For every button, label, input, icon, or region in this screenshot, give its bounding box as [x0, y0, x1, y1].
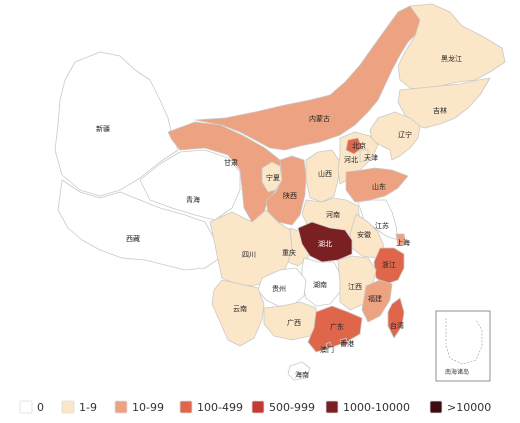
legend-swatch[interactable] [251, 400, 265, 414]
label-tianjin: 天津 [364, 154, 378, 162]
label-liaoning: 辽宁 [398, 130, 412, 139]
label-henan: 河南 [326, 210, 340, 219]
inset-frame [435, 310, 491, 382]
label-jiangxi: 江西 [348, 283, 362, 291]
region-beijing[interactable] [345, 137, 363, 155]
region-fujian[interactable] [361, 279, 393, 323]
legend-swatch[interactable] [61, 400, 75, 414]
label-yunnan: 云南 [233, 304, 247, 313]
region-xianggang[interactable] [339, 337, 349, 347]
label-hubei: 湖北 [318, 239, 332, 248]
legend-swatch[interactable] [429, 400, 443, 414]
label-ningxia: 宁夏 [266, 173, 280, 182]
legend: 0 1-9 10-99 100-499 500-999 1000-10000 >10000 [19, 400, 491, 414]
legend-label: 500-999 [269, 401, 315, 414]
label-heilongjiang: 黑龙江 [441, 54, 462, 63]
region-ningxia[interactable] [261, 161, 283, 193]
region-neimenggu[interactable] [194, 5, 421, 151]
legend-label: >10000 [447, 401, 491, 414]
region-taiwan[interactable] [387, 297, 405, 339]
legend-label: 1-9 [79, 401, 97, 414]
region-hubei[interactable] [297, 221, 353, 263]
label-shanghai: 上海 [396, 238, 410, 247]
label-jilin: 吉林 [433, 106, 447, 115]
label-hunan: 湖南 [313, 280, 327, 289]
label-sichuan: 四川 [242, 251, 256, 259]
label-hainan: 海南 [295, 370, 309, 379]
region-aomen[interactable] [325, 341, 333, 349]
label-zhejiang: 浙江 [382, 260, 396, 269]
label-shaanxi: 陕西 [283, 191, 297, 200]
region-yunnan[interactable] [211, 279, 265, 347]
label-guangdong: 广东 [330, 322, 344, 331]
label-xinjiang: 新疆 [96, 124, 110, 133]
label-qinghai: 青海 [186, 195, 200, 204]
label-hebei: 河北 [344, 156, 358, 164]
label-aomen: 澳门 [320, 345, 334, 354]
label-xianggang: 香港 [340, 339, 354, 348]
legend-swatch[interactable] [114, 400, 128, 414]
region-shandong[interactable] [345, 167, 409, 203]
label-chongqing: 重庆 [282, 248, 296, 257]
region-xizang[interactable] [57, 179, 221, 271]
region-tianjin[interactable] [359, 149, 369, 163]
region-xinjiang[interactable] [54, 51, 179, 197]
region-guizhou[interactable] [257, 267, 307, 307]
inset-dashes [445, 318, 483, 365]
label-xizang: 西藏 [126, 234, 140, 243]
region-hainan[interactable] [287, 361, 311, 381]
legend-swatch[interactable] [325, 400, 339, 414]
label-fujian: 福建 [368, 294, 382, 303]
legend-label: 0 [37, 401, 44, 414]
region-shaanxi[interactable] [265, 155, 307, 226]
region-shanghai[interactable] [395, 233, 407, 247]
label-shandong: 山东 [372, 182, 386, 191]
label-shanxi: 山西 [318, 169, 332, 178]
legend-label: 1000-10000 [343, 401, 410, 414]
inset-label: 南海诸岛 [445, 368, 469, 376]
legend-swatch[interactable] [19, 400, 33, 414]
legend-label: 10-99 [132, 401, 164, 414]
region-heilongjiang[interactable] [397, 3, 506, 91]
label-taiwan: 台湾 [390, 321, 404, 330]
label-guizhou: 贵州 [272, 284, 286, 293]
south-china-sea-inset: 南海诸岛 [435, 310, 491, 382]
label-neimenggu: 内蒙古 [309, 114, 330, 123]
label-anhui: 安徽 [357, 230, 371, 239]
label-gansu: 甘肃 [224, 158, 238, 167]
label-beijing: 北京 [352, 141, 366, 150]
label-jiangsu: 江苏 [375, 221, 389, 230]
label-guangxi: 广西 [287, 318, 301, 327]
legend-swatch[interactable] [179, 400, 193, 414]
region-qinghai[interactable] [139, 149, 241, 221]
region-shanxi[interactable] [305, 149, 341, 203]
legend-label: 100-499 [197, 401, 243, 414]
